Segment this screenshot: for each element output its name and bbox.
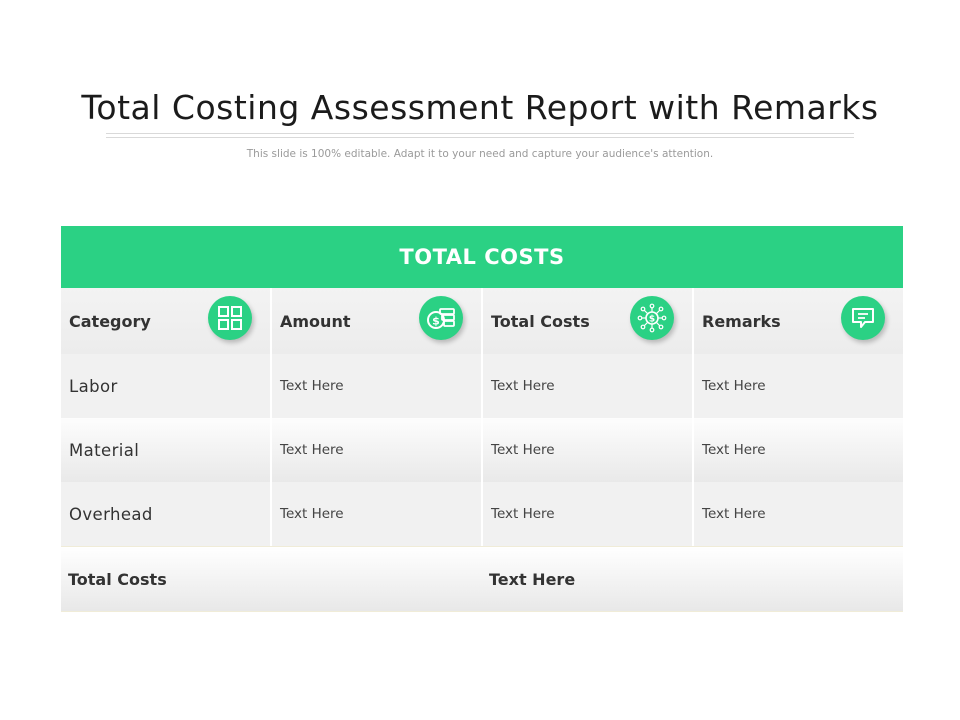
row-remarks: Text Here (694, 354, 903, 418)
column-header-amount: Amount $ (272, 288, 483, 354)
column-label: Total Costs (491, 311, 590, 331)
footer-label: Total Costs (68, 569, 167, 589)
table-header: TOTAL COSTS (61, 226, 903, 288)
column-header-remarks: Remarks (694, 288, 903, 354)
money-icon: $ (419, 296, 463, 340)
svg-text:$: $ (649, 315, 655, 325)
row-amount: Text Here (272, 482, 483, 546)
row-total: Text Here (483, 418, 694, 482)
column-header-category: Category (61, 288, 272, 354)
column-label: Category (69, 311, 151, 331)
row-remarks: Text Here (694, 482, 903, 546)
row-total: Text Here (483, 354, 694, 418)
table-row: Labor Text Here Text Here Text Here (61, 354, 903, 418)
row-amount: Text Here (272, 354, 483, 418)
row-total: Text Here (483, 482, 694, 546)
costs-table: TOTAL COSTS Category Amount $ (61, 226, 903, 612)
row-amount: Text Here (272, 418, 483, 482)
row-category: Overhead (61, 482, 272, 546)
column-header-total-costs: Total Costs $ (483, 288, 694, 354)
column-header-row: Category Amount $ (61, 288, 903, 354)
table-footer-row: Total Costs Text Here (61, 546, 903, 612)
slide-subtitle: This slide is 100% editable. Adapt it to… (246, 148, 714, 160)
row-remarks: Text Here (694, 418, 903, 482)
footer-value: Text Here (489, 569, 576, 589)
column-label: Remarks (702, 311, 781, 331)
column-label: Amount (280, 311, 351, 331)
comment-icon (841, 296, 885, 340)
table-row: Overhead Text Here Text Here Text Here (61, 482, 903, 546)
row-category: Material (61, 418, 272, 482)
svg-text:$: $ (432, 315, 440, 328)
grid-icon (208, 296, 252, 340)
network-dollar-icon: $ (630, 296, 674, 340)
title-divider (106, 133, 854, 138)
table-row: Material Text Here Text Here Text Here (61, 418, 903, 482)
row-category: Labor (61, 354, 272, 418)
slide-title: Total Costing Assessment Report with Rem… (81, 88, 879, 127)
